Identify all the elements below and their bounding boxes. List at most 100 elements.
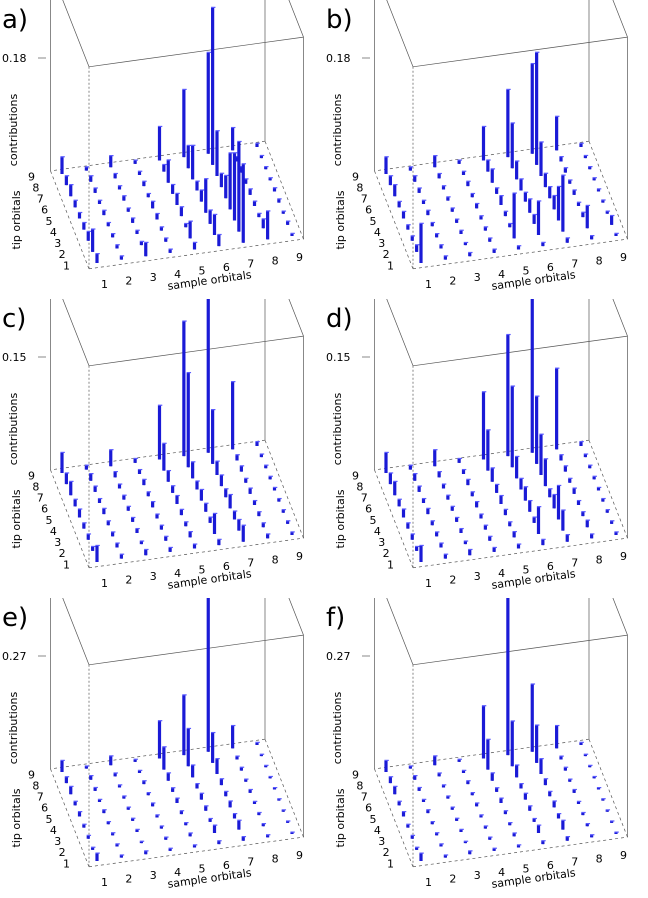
bar-top-s6-t6 [195,180,200,182]
bar-s6-t6 [195,784,199,789]
bar-s5-t6 [495,788,499,792]
bar-s6-t8 [510,123,514,169]
bar-s4-t6 [470,492,474,497]
x-tick-6: 6 [223,859,230,872]
bar-s5-t6 [171,486,175,493]
bar-s8-t9 [555,368,559,450]
bar-top-s9-t1 [290,531,295,533]
bar-s7-t2 [561,175,565,232]
bar-s8-t2 [261,219,265,229]
bar-s6-t8 [186,372,190,468]
bar-top-s5-t3 [508,521,513,523]
floor-front-edge [88,836,304,868]
x-tick-1: 1 [101,577,108,590]
bar-top-s1-t8 [388,776,394,778]
bar-top-s8-t2 [585,823,591,825]
bar-s1-t7 [393,185,397,197]
bar-s2-t9 [84,465,88,470]
bar-top-s6-t6 [519,783,524,785]
bar-top-s9-t4 [601,497,606,500]
bar-s7-t3 [556,186,561,221]
bar-s8-t9 [231,725,235,749]
x-tick-7: 7 [247,258,254,271]
y-tick-7: 7 [361,193,368,206]
bar-s5-t9 [157,126,162,161]
bar-s6-t7 [191,765,195,778]
bar-top-s9-t3 [605,509,611,511]
bar-top-s4-t8 [461,170,467,172]
bar-s8-t8 [235,756,239,760]
bar-s3-t9 [109,156,113,168]
bar-top-s7-t6 [219,474,225,476]
bar-s4-t5 [475,501,479,508]
bar-s1-t8 [388,777,392,784]
panel-label: d) [326,304,353,334]
bar-top-s9-t5 [272,187,278,189]
bar-s7-t9 [206,598,210,752]
bar-top-s5-t9 [481,391,487,393]
bar-s5-t6 [171,184,175,194]
bar-s4-t1 [168,249,172,253]
y-tick-2: 2 [59,547,66,560]
bar-s9-t6 [592,178,596,181]
bar-s4-t3 [159,227,163,231]
y-tick-4: 4 [374,824,381,837]
bar-top-s7-t5 [548,186,553,188]
box-top-right-edge [612,299,628,337]
y-axis-label: tip orbitals [334,788,347,847]
bar-s9-t5 [272,188,277,192]
bar-s8-t3 [581,512,585,517]
bar-top-s9-t5 [272,486,278,489]
bar-s4-t1 [168,848,172,851]
bar-s9-t2 [610,821,614,823]
bar-top-s4-t3 [483,226,489,228]
bar-top-s9-t2 [286,820,291,822]
bar-top-s9-t8 [259,753,265,755]
bar-s4-t7 [466,479,470,486]
bar-s3-t6 [122,796,126,799]
bar-top-s2-t3 [435,531,440,533]
bar-top-s8-t8 [235,454,240,456]
bar-s5-t4 [179,509,183,516]
bar-s7-t2 [237,519,241,531]
bar-top-s9-t8 [259,154,265,157]
bar-top-s5-t6 [171,485,176,487]
bar-s2-t6 [421,498,426,503]
bar-top-s2-t3 [435,233,440,235]
floor-right-edge [264,440,304,539]
bar-s7-t6 [219,779,223,786]
bar-s8-t1 [590,835,594,838]
bar-s9-t2 [610,521,614,524]
bar-s7-t3 [556,814,561,819]
bar-top-s6-t9 [506,333,511,336]
bar-s9-t9 [255,441,259,446]
bar-top-s2-t4 [106,520,112,522]
bar-s2-t9 [408,766,412,769]
bar-top-s8-t6 [568,179,573,181]
bar-s1-t3 [86,534,90,540]
bar-s5-t7 [490,773,494,781]
x-tick-2: 2 [449,275,456,288]
bar-top-s4-t9 [133,457,138,460]
bar-top-s7-t5 [224,488,229,490]
bar-s2-t5 [426,810,430,814]
bar-s1-t9 [60,760,64,772]
bar-top-s3-t8 [437,172,442,175]
bar-top-s5-t5 [499,195,504,197]
bar-top-s6-t6 [519,477,524,479]
bar-s4-t8 [137,770,142,773]
bar-top-s6-t1 [541,241,546,243]
plot-area [50,0,304,270]
bar-top-s3-t9 [433,155,438,157]
floor-front-edge [88,537,304,569]
bar-s8-t3 [257,213,261,218]
bar-s8-t9 [555,116,559,151]
bar-top-s9-t3 [281,809,287,811]
floor-right-edge [588,141,628,240]
bar-s6-t5 [523,487,527,501]
bar-top-s7-t6 [543,778,549,780]
bar-s9-t1 [290,233,294,236]
bar-top-s6-t2 [536,506,542,508]
x-tick-5: 5 [523,264,530,277]
